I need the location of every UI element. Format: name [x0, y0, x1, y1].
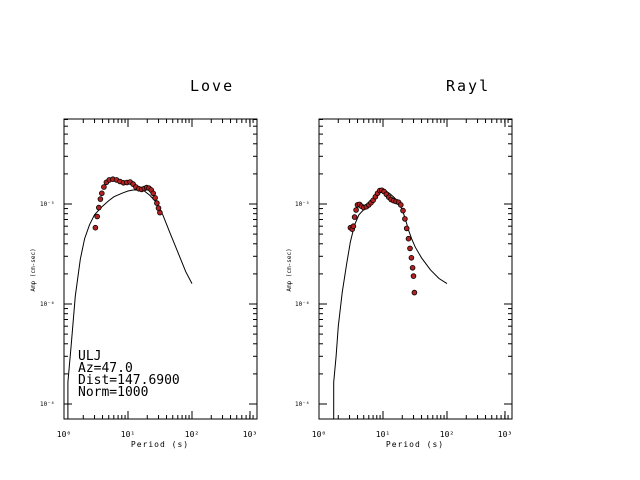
love-plot-frame — [63, 118, 258, 420]
love-y-tick-labels: 10⁻⁴ 10⁻⁵ 10⁻⁶ — [40, 201, 54, 408]
love-observed-points — [92, 176, 163, 231]
rayl-data-point — [403, 225, 410, 232]
rayl-y-tick-label: 10⁻⁵ — [295, 201, 309, 208]
love-data-point — [152, 195, 158, 201]
love-y-tick-label: 10⁻⁶ — [40, 301, 54, 308]
rayl-y-axis-label: Amp (cm-sec) — [286, 248, 293, 291]
station-info: ULJ Az=47.0 Dist=147.6900 Norm=1000 — [78, 349, 180, 400]
love-data-point — [155, 205, 162, 211]
love-x-axis-label: Period (s) — [131, 440, 189, 449]
rayl-x-axis-label: Period (s) — [386, 440, 444, 449]
love-title: Love — [190, 77, 234, 95]
rayl-title: Rayl — [446, 77, 490, 95]
love-x-tick-label: 10¹ — [121, 430, 135, 439]
love-y-tick-label: 10⁻⁴ — [40, 401, 54, 408]
love-data-point — [97, 196, 104, 202]
rayl-data-point — [410, 273, 417, 279]
rayl-y-tick-label: 10⁻⁶ — [295, 301, 309, 308]
love-data-point — [154, 200, 160, 206]
distance-text: Dist=147.6900 — [78, 373, 180, 388]
rayl-y-tick-labels: 10⁻⁴ 10⁻⁵ 10⁻⁶ — [295, 201, 309, 408]
rayl-x-tick-label: 10⁰ — [312, 430, 326, 439]
rayl-y-tick-label: 10⁻⁴ — [295, 401, 309, 408]
rayl-axis-ticks — [318, 118, 512, 419]
love-model-curve — [67, 189, 193, 419]
love-data-point — [92, 224, 99, 231]
rayl-x-tick-label: 10¹ — [376, 430, 390, 439]
love-data-point — [157, 209, 163, 216]
love-data-point — [150, 190, 157, 197]
love-x-tick-label: 10⁰ — [57, 430, 71, 439]
love-data-point — [101, 184, 107, 190]
rayl-data-point — [409, 264, 416, 271]
rayl-data-point — [408, 254, 415, 261]
love-axis-ticks — [63, 118, 257, 419]
rayl-data-point — [351, 214, 358, 220]
love-x-tick-label: 10³ — [243, 430, 257, 439]
love-x-tick-labels: 10⁰ 10¹ 10² 10³ — [57, 430, 257, 439]
rayl-data-point — [353, 207, 359, 213]
rayl-data-point — [405, 235, 412, 242]
rayl-x-tick-label: 10³ — [498, 430, 512, 439]
rayl-data-point — [411, 289, 418, 296]
love-data-point — [99, 190, 105, 197]
rayl-data-point — [350, 223, 357, 230]
love-panel: Love 10⁰ 10¹ 10² 10³ 10⁻⁴ 10⁻⁵ 10⁻⁶ Peri… — [30, 77, 258, 449]
love-data-point — [96, 204, 102, 211]
love-y-tick-label: 10⁻⁵ — [40, 201, 54, 208]
rayl-data-point — [400, 207, 406, 214]
love-y-axis-label: Amp (cm-sec) — [30, 248, 37, 291]
rayl-x-tick-labels: 10⁰ 10¹ 10² 10³ — [312, 430, 512, 439]
rayl-plot-frame — [318, 118, 513, 420]
rayl-panel: Rayl 10⁰ 10¹ 10² 10³ 10⁻⁴ 10⁻⁵ 10⁻⁶ Peri… — [286, 77, 513, 449]
station-name: ULJ — [78, 349, 101, 364]
rayl-observed-points — [347, 187, 418, 296]
rayl-data-point — [402, 216, 408, 222]
rayl-data-point — [407, 245, 413, 252]
norm-text: Norm=1000 — [78, 385, 148, 400]
azimuth-text: Az=47.0 — [78, 361, 133, 376]
love-x-tick-label: 10² — [185, 430, 199, 439]
rayl-data-point — [397, 202, 404, 208]
love-data-point — [94, 213, 100, 220]
rayl-x-tick-label: 10² — [440, 430, 454, 439]
